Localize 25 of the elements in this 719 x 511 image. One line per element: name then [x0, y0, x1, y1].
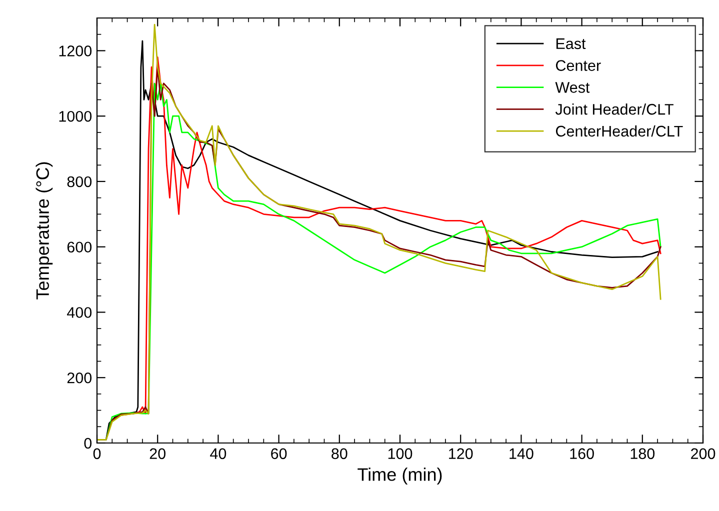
x-tick-label: 40 [210, 448, 226, 460]
x-tick-label: 140 [510, 448, 534, 460]
x-tick-label: 180 [630, 448, 655, 460]
x-tick-label: 120 [449, 448, 473, 460]
x-tick-label: 0 [93, 448, 101, 460]
legend-label: East [556, 38, 586, 50]
y-tick-label: 0 [84, 438, 92, 449]
x-tick-label: 200 [691, 448, 716, 460]
x-tick-label: 100 [388, 448, 412, 460]
x-tick-label: 160 [570, 448, 594, 460]
x-tick-label: 80 [332, 448, 348, 460]
y-tick-label: 800 [67, 176, 92, 188]
x-axis-title: Time (min) [358, 468, 442, 484]
legend-label: Center [556, 60, 601, 71]
y-tick-label: 400 [67, 307, 92, 318]
legend-label: CenterHeader/CLT [556, 125, 683, 137]
y-tick-label: 600 [67, 242, 92, 253]
y-tick-label: 1200 [59, 46, 92, 56]
y-tick-label: 1000 [59, 110, 92, 122]
legend-label: West [555, 82, 590, 93]
y-tick-label: 200 [67, 372, 92, 384]
x-tick-label: 60 [271, 448, 287, 460]
y-axis-title: Temperature (°C) [36, 162, 53, 300]
x-tick-label: 20 [150, 448, 166, 460]
legend-label: Joint Header/CLT [555, 104, 674, 115]
